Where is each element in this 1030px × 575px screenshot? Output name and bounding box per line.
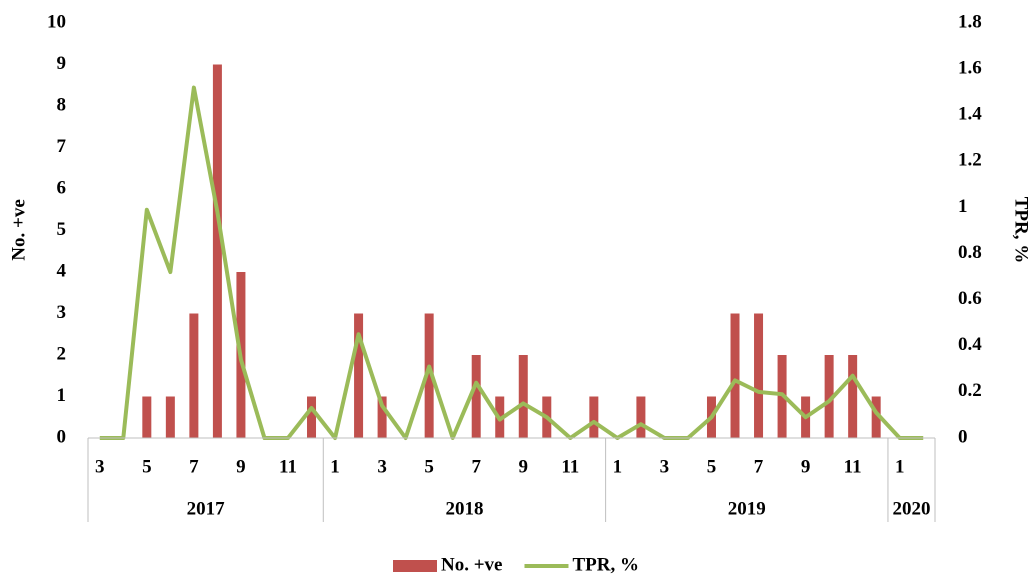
x-tick-label: 7 [471, 456, 481, 477]
x-tick-label: 5 [707, 456, 717, 477]
y2-tick-label: 1.2 [958, 150, 982, 171]
bar [871, 396, 881, 438]
bar [730, 313, 740, 438]
y-tick-label: 8 [57, 94, 67, 115]
bar [824, 355, 834, 438]
y2-tick-label: 0 [958, 426, 968, 447]
y2-axis-title: TPR, % [1011, 197, 1030, 264]
x-tick-label: 5 [424, 456, 434, 477]
y2-tick-label: 1.6 [958, 57, 982, 78]
x-tick-label: 9 [519, 456, 529, 477]
x-tick-label: 7 [754, 456, 764, 477]
x-tick-label: 3 [660, 456, 670, 477]
bar [424, 313, 434, 438]
group-label: 2018 [445, 498, 483, 519]
x-tick-label: 1 [330, 456, 340, 477]
x-tick-label: 1 [613, 456, 623, 477]
legend-label: No. +ve [441, 554, 502, 575]
bar [307, 396, 317, 438]
group-label: 2019 [728, 498, 766, 519]
bar [518, 355, 528, 438]
y-tick-label: 0 [57, 426, 67, 447]
bar [589, 396, 599, 438]
y2-tick-label: 1.8 [958, 11, 982, 32]
bar [165, 396, 175, 438]
y-tick-label: 6 [57, 177, 67, 198]
y2-tick-label: 1 [958, 196, 968, 217]
group-label: 2017 [187, 498, 226, 519]
y2-tick-label: 0.8 [958, 242, 982, 263]
x-tick-label: 11 [561, 456, 579, 477]
y-tick-label: 10 [47, 11, 66, 32]
x-tick-label: 7 [189, 456, 199, 477]
bar [377, 396, 387, 438]
bar [471, 355, 481, 438]
x-tick-label: 3 [95, 456, 105, 477]
x-tick-label: 9 [236, 456, 246, 477]
y-tick-label: 1 [57, 385, 67, 406]
legend-swatch [393, 560, 437, 572]
y2-tick-label: 0.4 [958, 334, 982, 355]
y2-tick-label: 0.6 [958, 288, 982, 309]
bar [189, 313, 199, 438]
y-axis-title: No. +ve [8, 199, 29, 260]
y2-tick-label: 1.4 [958, 104, 982, 125]
bar [212, 64, 222, 438]
y-tick-label: 9 [57, 53, 67, 74]
x-tick-label: 11 [279, 456, 297, 477]
x-tick-label: 5 [142, 456, 152, 477]
x-tick-label: 3 [377, 456, 387, 477]
legend-label: TPR, % [572, 554, 639, 575]
group-label: 2020 [892, 498, 930, 519]
x-tick-label: 11 [844, 456, 862, 477]
y-tick-label: 2 [57, 343, 67, 364]
y-tick-label: 7 [57, 136, 67, 157]
y-tick-label: 5 [57, 219, 67, 240]
y-tick-label: 4 [57, 260, 67, 281]
bar [354, 313, 364, 438]
bar [636, 396, 646, 438]
bar [142, 396, 152, 438]
y2-tick-label: 0.2 [958, 380, 982, 401]
bar [754, 313, 764, 438]
x-tick-label: 1 [895, 456, 905, 477]
line [99, 85, 924, 440]
x-tick-label: 9 [801, 456, 811, 477]
y-tick-label: 3 [57, 302, 67, 323]
bar [848, 355, 858, 438]
